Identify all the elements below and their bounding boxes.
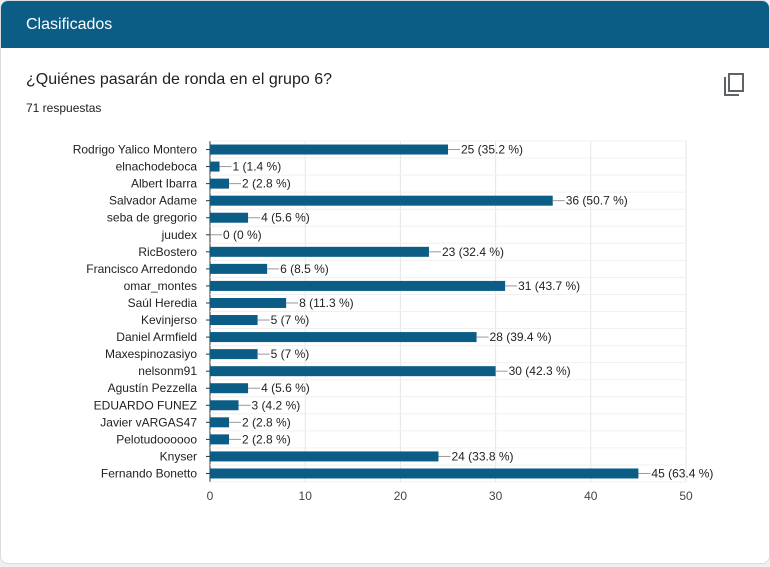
bar bbox=[210, 434, 230, 445]
category-label: nelsonm91 bbox=[138, 364, 197, 378]
data-label: 4 (5.6 %) bbox=[261, 381, 310, 395]
bar bbox=[210, 161, 220, 172]
x-tick-label: 0 bbox=[207, 489, 214, 503]
data-label: 3 (4.2 %) bbox=[252, 398, 301, 412]
category-label: Fernando Bonetto bbox=[101, 466, 197, 480]
category-label: Knyser bbox=[160, 449, 197, 463]
bar bbox=[210, 400, 239, 411]
category-label: Agustín Pezzella bbox=[108, 381, 198, 395]
category-label: Salvador Adame bbox=[109, 194, 197, 208]
bar bbox=[210, 366, 496, 377]
category-label: EDUARDO FUNEZ bbox=[94, 398, 197, 412]
question-title: ¿Quiénes pasarán de ronda en el grupo 6? bbox=[26, 71, 332, 88]
copy-chart-button[interactable] bbox=[721, 71, 747, 99]
bar bbox=[210, 144, 448, 155]
category-label: Daniel Armfield bbox=[116, 330, 197, 344]
x-tick-label: 30 bbox=[489, 489, 503, 503]
data-label: 6 (8.5 %) bbox=[280, 262, 329, 276]
data-label: 24 (33.8 %) bbox=[451, 449, 513, 463]
response-count: 71 respuestas bbox=[26, 101, 102, 115]
bar bbox=[210, 383, 249, 394]
bar bbox=[210, 178, 230, 189]
bar bbox=[210, 417, 230, 428]
bar bbox=[210, 451, 439, 462]
bar bbox=[210, 297, 287, 308]
data-label: 2 (2.8 %) bbox=[242, 432, 291, 446]
bar bbox=[210, 212, 249, 223]
category-label: omar_montes bbox=[124, 279, 197, 293]
bar bbox=[210, 332, 477, 343]
category-label: seba de gregorio bbox=[107, 211, 197, 225]
data-label: 25 (35.2 %) bbox=[461, 143, 523, 157]
category-label: RicBostero bbox=[138, 245, 197, 259]
data-label: 23 (32.4 %) bbox=[442, 245, 504, 259]
data-label: 5 (7 %) bbox=[271, 313, 310, 327]
bar bbox=[210, 280, 506, 291]
category-label: Maxespinozasiyo bbox=[105, 347, 197, 361]
category-label: Francisco Arredondo bbox=[86, 262, 197, 276]
bar bbox=[210, 263, 268, 274]
x-tick-label: 40 bbox=[584, 489, 598, 503]
data-label: 4 (5.6 %) bbox=[261, 211, 310, 225]
x-tick-label: 20 bbox=[394, 489, 408, 503]
bar bbox=[210, 246, 429, 257]
data-label: 31 (43.7 %) bbox=[518, 279, 580, 293]
x-tick-label: 10 bbox=[299, 489, 313, 503]
bar bbox=[210, 315, 258, 326]
category-label: Rodrigo Yalico Montero bbox=[73, 143, 198, 157]
bar bbox=[210, 195, 553, 206]
section-title: Clasificados bbox=[26, 16, 113, 33]
data-label: 36 (50.7 %) bbox=[566, 194, 628, 208]
bar-chart: 0 10 20 30 40 50 Rodrigo Yalico Montero 25 (35.… bbox=[73, 140, 713, 503]
category-label: juudex bbox=[161, 228, 197, 242]
data-label: 8 (11.3 %) bbox=[299, 296, 353, 310]
copy-icon bbox=[724, 73, 744, 96]
category-label: elnachodeboca bbox=[116, 160, 198, 174]
category-label: Albert Ibarra bbox=[131, 177, 197, 191]
category-label: Kevinjerso bbox=[141, 313, 197, 327]
data-label: 5 (7 %) bbox=[271, 347, 310, 361]
data-label: 2 (2.8 %) bbox=[242, 415, 291, 429]
data-label: 45 (63.4 %) bbox=[651, 466, 713, 480]
category-label: Saúl Heredia bbox=[128, 296, 198, 310]
category-label: Javier vARGAS47 bbox=[100, 415, 197, 429]
bar bbox=[210, 349, 258, 360]
data-label: 30 (42.3 %) bbox=[509, 364, 571, 378]
category-label: Pelotudoooooo bbox=[116, 432, 197, 446]
section-header: Clasificados bbox=[1, 1, 769, 48]
data-label: 28 (39.4 %) bbox=[490, 330, 552, 344]
data-label: 2 (2.8 %) bbox=[242, 177, 291, 191]
data-label: 0 (0 %) bbox=[223, 228, 262, 242]
x-tick-label: 50 bbox=[679, 489, 693, 503]
bar bbox=[210, 468, 639, 479]
data-label: 1 (1.4 %) bbox=[233, 160, 282, 174]
